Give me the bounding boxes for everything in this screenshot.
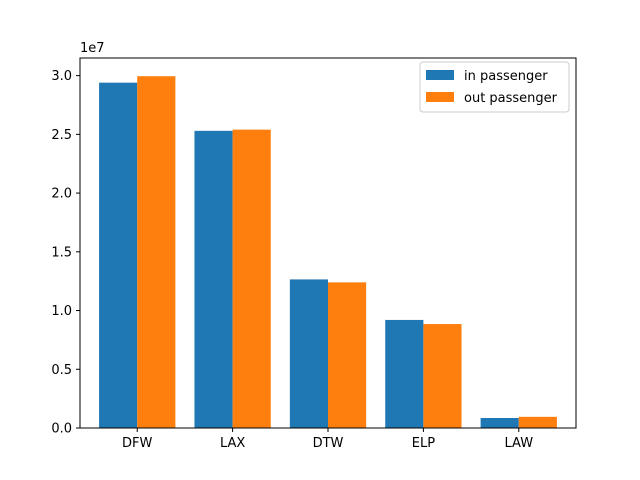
- x-tick-label: LAW: [504, 436, 533, 451]
- y-axis: 0.0 0.5 1.0 1.5 2.0 2.5 3.0: [51, 69, 80, 437]
- bar-dfw-in-passenger: [99, 82, 138, 429]
- bar-dtw-in-passenger: [289, 279, 328, 428]
- legend: in passenger out passenger: [419, 61, 570, 113]
- x-axis: DFW LAX DTW ELP LAW: [122, 428, 533, 451]
- legend-box: [419, 61, 570, 113]
- y-tick-label: 1.5: [51, 245, 72, 260]
- x-tick-label: DTW: [313, 436, 344, 451]
- bar-elp-out-passenger: [423, 324, 462, 428]
- y-tick-label: 2.5: [51, 128, 72, 143]
- bar-lax-out-passenger: [232, 129, 271, 428]
- y-tick-label: 1.0: [51, 304, 72, 319]
- bar-dtw-out-passenger: [328, 282, 367, 428]
- bars-group: [99, 76, 557, 429]
- y-axis-offset-label: 1e7: [80, 41, 105, 56]
- y-tick-label: 0.0: [51, 422, 72, 437]
- x-tick-label: LAX: [220, 436, 245, 451]
- y-tick-label: 2.0: [51, 187, 72, 202]
- legend-label-out-passenger: out passenger: [464, 91, 558, 106]
- bar-lax-in-passenger: [194, 130, 233, 429]
- y-tick-label: 0.5: [51, 363, 72, 378]
- bar-law-in-passenger: [480, 418, 519, 428]
- y-tick-label: 3.0: [51, 69, 72, 84]
- legend-swatch-out-passenger: [426, 92, 454, 102]
- bar-law-out-passenger: [518, 416, 557, 428]
- legend-swatch-in-passenger: [426, 70, 454, 80]
- x-tick-label: ELP: [412, 436, 435, 451]
- bar-elp-in-passenger: [385, 319, 424, 428]
- bar-dfw-out-passenger: [137, 76, 176, 428]
- legend-label-in-passenger: in passenger: [464, 69, 548, 84]
- x-tick-label: DFW: [122, 436, 152, 451]
